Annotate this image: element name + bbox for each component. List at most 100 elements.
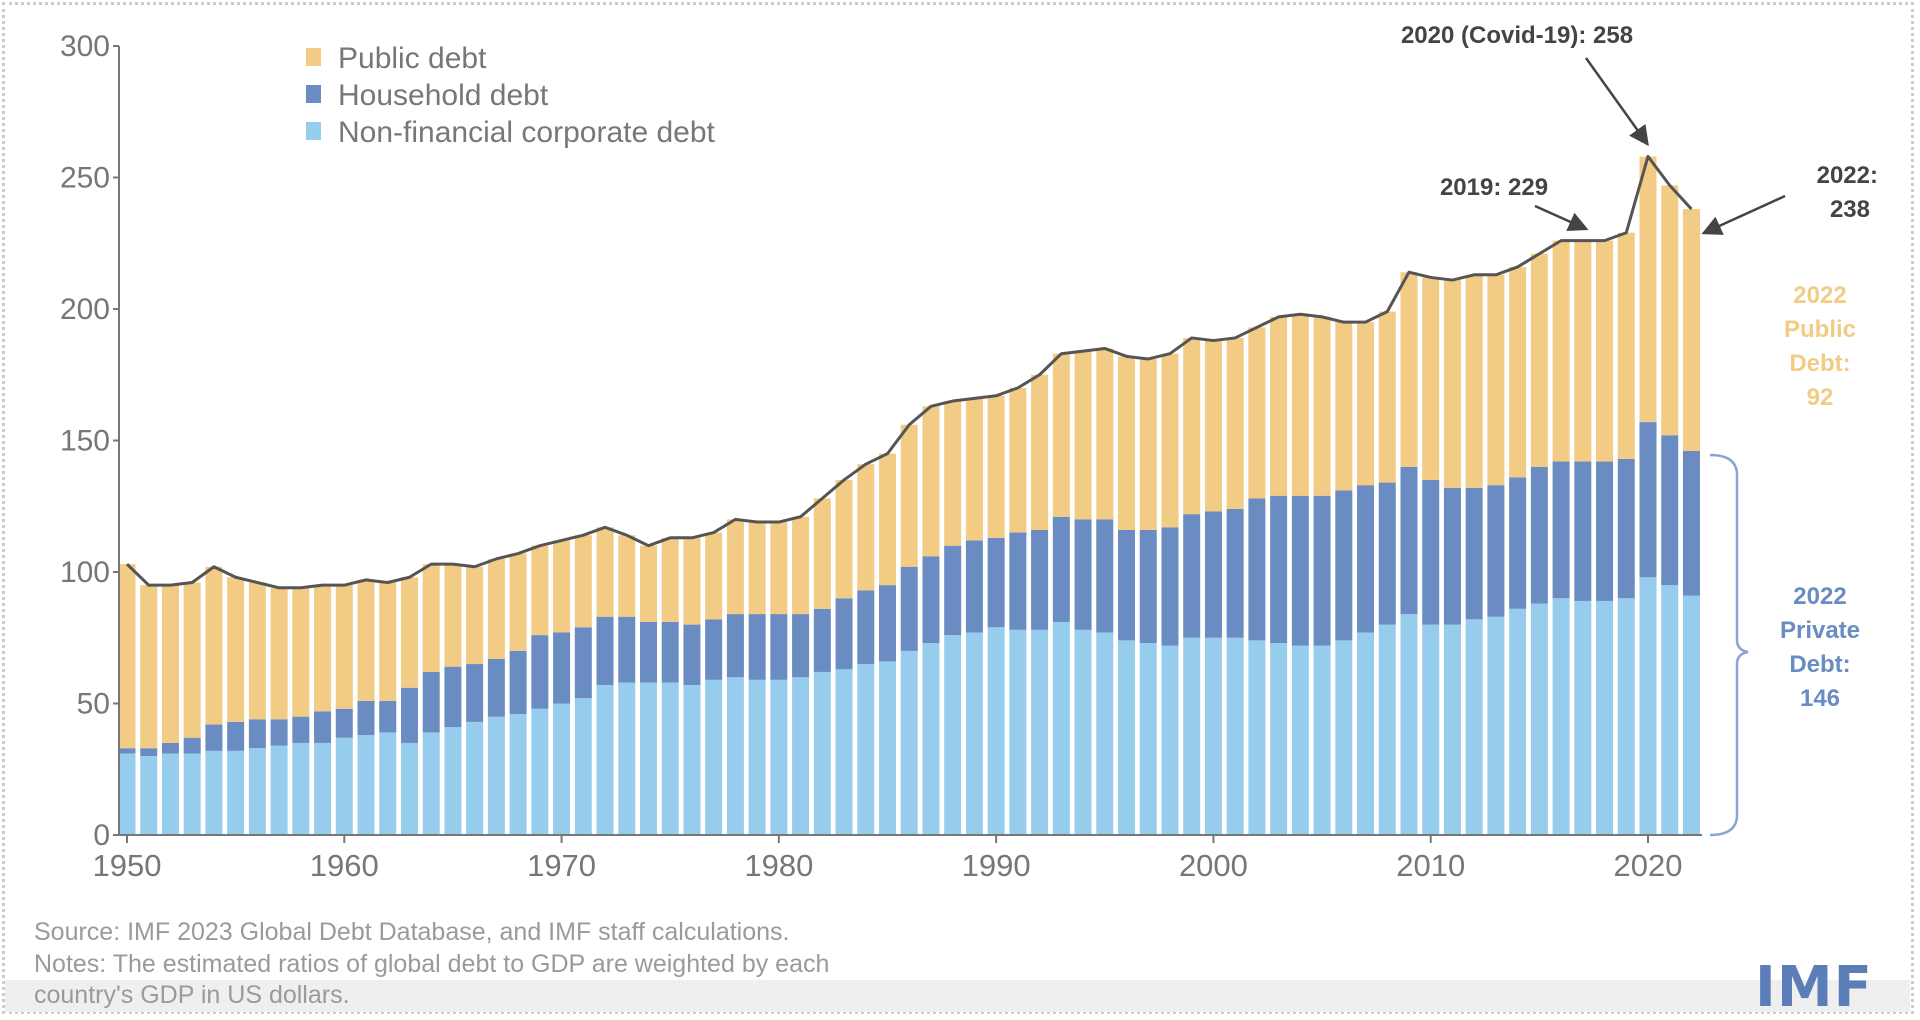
bar-household — [857, 590, 875, 665]
bar-public — [1248, 327, 1266, 499]
bar-public — [248, 582, 266, 720]
bar-household — [1509, 477, 1527, 609]
bar-public — [1400, 272, 1418, 467]
bar-public — [1139, 358, 1157, 530]
bar-household — [314, 711, 332, 743]
bar-corporate — [618, 682, 636, 835]
bar-corporate — [900, 650, 918, 835]
bar-corporate — [1443, 624, 1461, 835]
bar-corporate — [531, 708, 549, 835]
bar-household — [531, 635, 549, 709]
bar-public — [1009, 387, 1027, 533]
y-tick-label: 250 — [60, 162, 110, 195]
bar-household — [1465, 487, 1483, 620]
bar-corporate — [639, 682, 657, 835]
bar-corporate — [987, 627, 1005, 835]
bar-public — [1443, 280, 1461, 488]
bar-household — [1161, 527, 1179, 646]
bar-corporate — [1183, 637, 1201, 835]
bar-household — [596, 616, 614, 686]
bar-household — [574, 627, 592, 699]
x-tick-label: 2020 — [1614, 848, 1683, 883]
bar-public — [487, 558, 505, 659]
bar-corporate — [1335, 640, 1353, 835]
bar-public — [1074, 351, 1092, 520]
bar-household — [1118, 529, 1136, 641]
x-tick-label: 1990 — [962, 848, 1031, 883]
bar-household — [922, 556, 940, 644]
bar-household — [1052, 516, 1070, 622]
footer-band — [5, 980, 1910, 1012]
bar-public — [509, 553, 527, 651]
bar-household — [227, 721, 245, 751]
bar-corporate — [1465, 619, 1483, 835]
bar-household — [487, 658, 505, 717]
bar-public — [161, 585, 179, 743]
bar-corporate — [1400, 614, 1418, 835]
bar-household — [161, 742, 179, 754]
annotation-covid: 2020 (Covid-19): 258 — [1401, 22, 1633, 49]
legend-swatch-public — [306, 48, 321, 66]
bar-household — [835, 598, 853, 670]
bar-household — [140, 748, 158, 757]
bar-household — [1378, 482, 1396, 625]
bar-public — [1639, 156, 1657, 423]
bar-household — [1096, 519, 1114, 633]
bar-corporate — [965, 632, 983, 835]
bar-public — [1617, 232, 1635, 459]
bar-household — [248, 719, 266, 749]
bar-corporate — [161, 753, 179, 835]
bar-household — [661, 621, 679, 683]
bar-public — [1530, 253, 1548, 467]
bar-public — [705, 532, 723, 620]
private-debt-label: 2022 Private Debt: 146 — [1780, 583, 1860, 712]
bar-household — [1204, 511, 1222, 638]
bar-public — [1226, 337, 1244, 509]
bar-corporate — [1422, 624, 1440, 835]
bar-household — [379, 700, 397, 733]
bar-household — [1617, 458, 1635, 599]
bar-corporate — [1661, 585, 1679, 835]
bar-public — [335, 585, 353, 709]
arrow-covid — [1584, 57, 1649, 147]
bar-household — [205, 724, 223, 751]
bar-public — [1574, 240, 1592, 462]
arrow-2019 — [1534, 204, 1589, 231]
bar-household — [1596, 461, 1614, 601]
bar-public — [879, 453, 896, 586]
bar-corporate — [509, 714, 527, 835]
bar-corporate — [1031, 629, 1049, 835]
bar-public — [857, 464, 875, 591]
bar-corporate — [770, 679, 788, 835]
private-label-line: Private — [1780, 617, 1860, 644]
bar-corporate — [1204, 637, 1222, 835]
bar-public — [661, 537, 679, 622]
bar-corporate — [1139, 643, 1157, 835]
bar-household — [965, 540, 983, 633]
bar-public — [1596, 240, 1614, 462]
bar-corporate — [487, 716, 505, 835]
legend-swatch-corporate — [306, 122, 321, 140]
bar-corporate — [422, 732, 440, 835]
bar-corporate — [466, 721, 484, 835]
bar-public — [1422, 277, 1440, 480]
bar-corporate — [1357, 632, 1375, 835]
bar-public — [270, 587, 288, 720]
bar-corporate — [1639, 577, 1657, 835]
bar-public — [379, 582, 397, 701]
bar-public — [400, 577, 418, 688]
bar-public — [357, 579, 375, 701]
bar-corporate — [314, 742, 332, 835]
bar-corporate — [292, 742, 310, 835]
bar-corporate — [1009, 629, 1027, 835]
bar-household — [683, 624, 701, 686]
bar-household — [1183, 514, 1201, 638]
private-label-line: 146 — [1800, 685, 1840, 712]
x-tick-label: 2000 — [1179, 848, 1248, 883]
bar-household — [1422, 479, 1440, 625]
bar-household — [335, 708, 353, 738]
bar-corporate — [1291, 645, 1309, 835]
y-ticks: 0 50 100 150 200 250 300 — [60, 30, 119, 852]
legend-label-corporate: Non-financial corporate debt — [338, 116, 716, 149]
bar-household — [1074, 519, 1092, 630]
